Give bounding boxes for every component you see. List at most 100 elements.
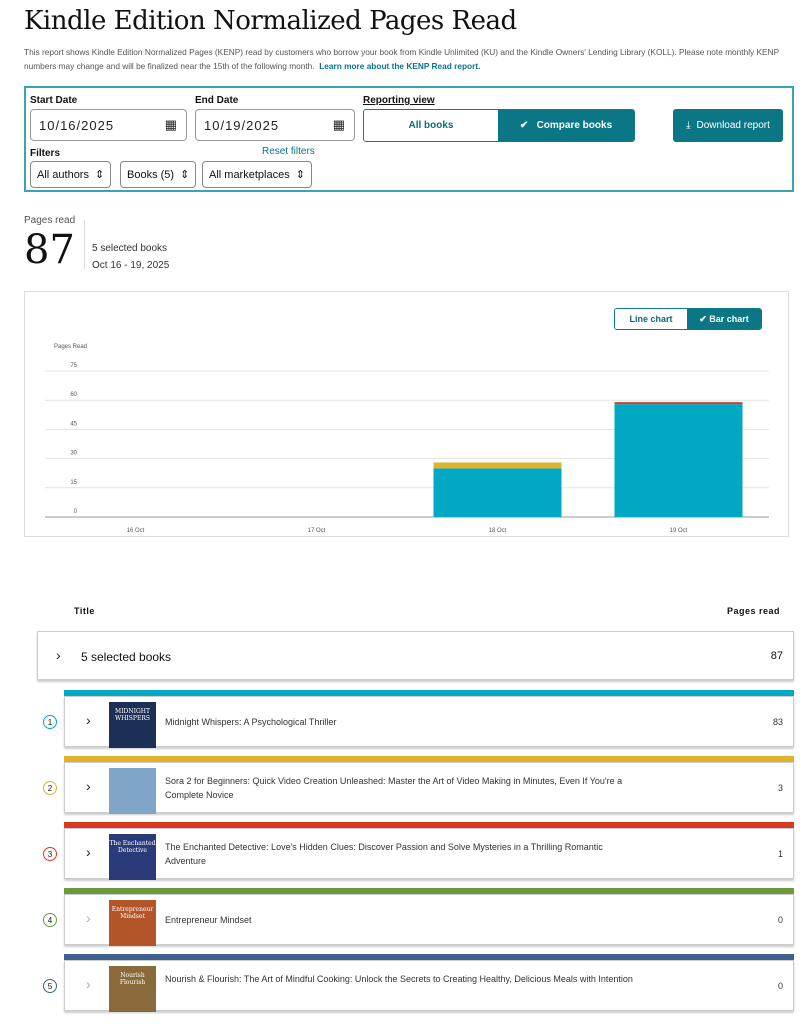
book-pages-read: 0 <box>777 981 783 991</box>
page-title: Kindle Edition Normalized Pages Read <box>24 6 517 36</box>
bar-segment <box>614 402 743 405</box>
book-cover: MIDNIGHT WHISPERS <box>109 702 156 748</box>
book-color-bar <box>64 954 794 960</box>
book-cover: Entrepreneur Mindset <box>109 900 156 946</box>
chart-type-toggle: Line chart ✔ Bar chart <box>614 308 762 330</box>
start-date-value: 10/16/2025 <box>39 117 115 133</box>
divider <box>84 220 85 270</box>
chart-panel: Line chart ✔ Bar chart Pages Read 0 15 30 4… <box>24 291 789 537</box>
compare-books-option[interactable]: ✔ Compare books <box>498 110 634 141</box>
start-date-label: Start Date <box>30 95 78 106</box>
filter-panel: Start Date 10/16/2025 ▦ End Date 10/19/20… <box>24 86 794 192</box>
reporting-view-label: Reporting view <box>363 95 435 106</box>
y-tick-label: 75 <box>70 363 77 369</box>
book-row[interactable]: › Entrepreneur Mindset Entrepreneur Mind… <box>64 894 794 946</box>
x-tick-label: 19 Oct <box>670 528 688 534</box>
chevron-right-icon[interactable]: › <box>86 778 91 794</box>
book-color-bar <box>64 756 794 762</box>
books-select[interactable]: Books (5) ⇕ <box>120 161 197 188</box>
bar-chart-option[interactable]: ✔ Bar chart <box>687 309 761 329</box>
check-icon: ✔ <box>519 120 537 131</box>
book-pages-read: 83 <box>772 717 783 727</box>
chevron-right-icon[interactable]: › <box>56 647 61 663</box>
book-title: Sora 2 for Beginners: Quick Video Creati… <box>165 776 623 800</box>
calendar-icon[interactable]: ▦ <box>164 117 178 132</box>
book-title: The Enchanted Detective: Love's Hidden C… <box>165 842 603 866</box>
updown-icon: ⇕ <box>94 169 105 181</box>
chevron-right-icon[interactable]: › <box>86 844 91 860</box>
start-date-input[interactable]: 10/16/2025 ▦ <box>30 109 187 141</box>
book-pages-read: 3 <box>777 783 783 793</box>
all-books-option[interactable]: All books <box>364 110 498 141</box>
book-row[interactable]: › Sora 2 for Beginners: Quick Video Crea… <box>64 762 794 814</box>
books-value: Books (5) <box>127 168 175 181</box>
book-number-badge: 1 <box>43 715 57 729</box>
marketplaces-select[interactable]: All marketplaces ⇕ <box>202 161 312 188</box>
end-date-input[interactable]: 10/19/2025 ▦ <box>195 109 355 141</box>
x-tick-label: 17 Oct <box>308 528 326 534</box>
book-color-bar <box>64 690 794 696</box>
end-date-value: 10/19/2025 <box>204 117 280 133</box>
download-report-button[interactable]: ⤓ Download report <box>673 109 783 142</box>
y-axis-label: Pages Read <box>54 344 87 350</box>
calendar-icon[interactable]: ▦ <box>332 117 346 132</box>
date-range: Oct 16 - 19, 2025 <box>92 260 170 271</box>
book-cover: The Enchanted Detective <box>109 834 156 880</box>
reset-filters-link[interactable]: Reset filters <box>262 146 315 157</box>
download-icon: ⤓ <box>686 120 691 131</box>
bar-segment <box>433 468 562 517</box>
check-icon: ✔ <box>699 313 710 324</box>
description-text: This report shows Kindle Edition Normali… <box>24 47 779 71</box>
book-cover <box>109 768 156 814</box>
filters-label: Filters <box>30 148 61 159</box>
learn-more-link[interactable]: Learn more about the KENP Read report. <box>319 61 481 71</box>
download-label: Download report <box>696 120 770 131</box>
cover-text: Nourish Flourish <box>119 972 146 986</box>
chevron-right-icon[interactable]: › <box>86 910 91 926</box>
compare-books-label: Compare books <box>536 120 613 131</box>
col-pages-read[interactable]: Pages read <box>726 606 780 616</box>
bar-segment <box>433 462 562 469</box>
y-tick-label: 15 <box>70 480 77 486</box>
book-row[interactable]: › Nourish Flourish Nourish & Flourish: T… <box>64 960 794 1012</box>
book-title: Midnight Whispers: A Psychological Thril… <box>165 717 337 727</box>
chevron-right-icon[interactable]: › <box>86 712 91 728</box>
book-number-badge: 3 <box>43 847 57 861</box>
book-title: Entrepreneur Mindset <box>165 915 252 925</box>
cover-text: The Enchanted Detective <box>109 840 156 854</box>
description: This report shows Kindle Edition Normali… <box>24 45 794 73</box>
total-row[interactable]: › 5 selected books 87 <box>37 631 794 680</box>
x-tick-label: 18 Oct <box>489 528 507 534</box>
book-number-badge: 5 <box>43 979 57 993</box>
book-pages-read: 0 <box>777 915 783 925</box>
book-number-badge: 4 <box>43 913 57 927</box>
y-tick-label: 30 <box>70 451 77 457</box>
chevron-right-icon[interactable]: › <box>86 976 91 992</box>
book-row[interactable]: › The Enchanted Detective The Enchanted … <box>64 828 794 880</box>
pages-read-total: 87 <box>24 227 75 273</box>
total-value: 87 <box>770 650 783 662</box>
y-tick-label: 45 <box>70 421 77 427</box>
bar-chart: Pages Read 0 15 30 45 60 75 16 Oct 17 Oct 18 Oct… <box>45 344 769 534</box>
marketplaces-value: All marketplaces <box>209 168 290 181</box>
book-number-badge: 2 <box>43 781 57 795</box>
book-pages-read: 1 <box>777 849 783 859</box>
total-label: 5 selected books <box>81 650 172 664</box>
book-color-bar <box>64 822 794 828</box>
x-tick-label: 16 Oct <box>127 528 145 534</box>
book-row[interactable]: › MIDNIGHT WHISPERS Midnight Whispers: A… <box>64 696 794 748</box>
updown-icon: ⇕ <box>295 169 305 181</box>
pages-read-label: Pages read <box>24 215 76 226</box>
book-title: Nourish & Flourish: The Art of Mindful C… <box>165 974 633 984</box>
y-tick-label: 60 <box>70 392 77 398</box>
reporting-view-toggle: All books ✔ Compare books <box>363 109 635 142</box>
end-date-label: End Date <box>195 95 239 106</box>
book-cover: Nourish Flourish <box>109 966 156 1012</box>
cover-text: Entrepreneur Mindset <box>111 906 154 920</box>
bar-segment <box>614 404 743 517</box>
line-chart-option[interactable]: Line chart <box>615 309 688 329</box>
cover-text: MIDNIGHT WHISPERS <box>115 708 150 722</box>
authors-select[interactable]: All authors ⇕ <box>30 161 112 188</box>
y-tick-label: 0 <box>74 509 78 515</box>
book-color-bar <box>64 888 794 894</box>
